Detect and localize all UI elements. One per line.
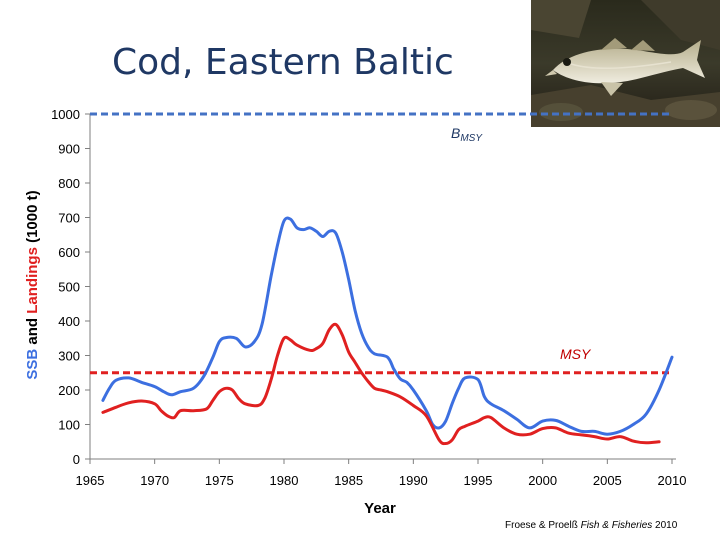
source-credit: Froese & Proelß Fish & Fisheries 2010 (505, 520, 677, 531)
x-tick-label: 1990 (399, 473, 428, 488)
x-tick-label: 1985 (334, 473, 363, 488)
credit-journal: Fish & Fisheries (580, 520, 653, 531)
x-tick-label: 1980 (270, 473, 299, 488)
y-tick-label: 0 (73, 452, 80, 467)
y-label-ssb: SSB (24, 349, 41, 380)
x-tick-label: 2005 (593, 473, 622, 488)
credit-year: 2010 (652, 520, 678, 531)
y-label-landings: Landings (24, 247, 41, 314)
x-tick-label: 2000 (528, 473, 557, 488)
y-tick-label: 800 (58, 176, 80, 191)
y-label-unit: (1000 t) (24, 190, 41, 247)
cod-fish-photo (531, 0, 720, 127)
x-axis-label: Year (364, 500, 396, 517)
y-tick-label: 700 (58, 211, 80, 226)
y-tick-label: 900 (58, 142, 80, 157)
reference-lines: BMSY MSY (90, 112, 672, 375)
y-tick-label: 500 (58, 280, 80, 295)
y-tick-label: 200 (58, 383, 80, 398)
y-tick-label: 300 (58, 349, 80, 364)
slide-title: Cod, Eastern Baltic (112, 42, 454, 83)
credit-authors: Froese & Proelß (505, 520, 581, 531)
msy-label: MSY (560, 346, 592, 362)
chart-series (101, 216, 674, 446)
y-tick-label: 400 (58, 314, 80, 329)
x-tick-label: 1970 (140, 473, 169, 488)
ssb-series-line (101, 216, 674, 436)
x-tick-label: 1975 (205, 473, 234, 488)
x-tick-label: 1965 (76, 473, 105, 488)
y-tick-label: 1000 (51, 107, 80, 122)
y-tick-label: 100 (58, 418, 80, 433)
y-axis-label: SSB and Landings (1000 t) (24, 190, 41, 379)
bmsy-label: BMSY (451, 125, 483, 144)
x-tick-label: 2010 (658, 473, 687, 488)
x-tick-label: 1995 (464, 473, 493, 488)
y-tick-label: 600 (58, 245, 80, 260)
cod-fish-picture (531, 0, 720, 127)
chart-ticks: 1965 1970 1975 1980 1985 1990 1995 2000 2005 2010… (51, 107, 686, 488)
landings-series-line (101, 322, 661, 446)
y-label-and: and (24, 314, 41, 349)
chart-axes (89, 114, 676, 460)
